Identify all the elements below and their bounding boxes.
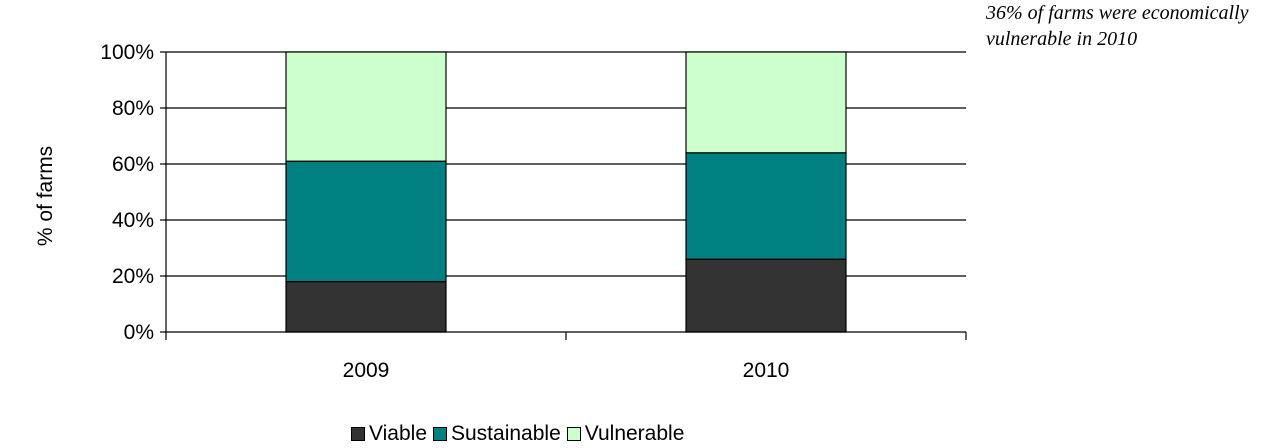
y-axis-label: % of farms [34,146,57,246]
legend-item-vulnerable: Vulnerable [566,422,685,446]
bars [285,51,847,333]
legend: Viable Sustainable Vulnerable [351,420,690,448]
legend-label: Sustainable [451,422,561,445]
legend-item-sustainable: Sustainable [433,422,561,446]
x-tick-label: 2009 [343,359,390,382]
y-tick-label: 100% [100,41,154,64]
legend-label: Vulnerable [584,422,685,445]
legend-item-viable: Viable [351,422,427,446]
bar-segment-vulnerable [685,51,847,154]
legend-swatch [433,427,447,441]
bar-segment-viable [285,281,447,333]
legend-swatch [351,427,365,441]
x-tick-label: 2010 [743,359,790,382]
y-tick-labels: 0% 20% 40% 60% 80% 100% [100,41,154,344]
y-tick-label: 20% [112,265,154,288]
bar-segment-sustainable [285,160,447,283]
y-tick-label: 40% [112,209,154,232]
legend-label: Viable [369,422,427,445]
bar-segment-sustainable [685,152,847,260]
annotation-text: 36% of farms were economically vulnerabl… [986,2,1249,50]
y-tick-label: 60% [112,153,154,176]
y-tick-label: 80% [112,97,154,120]
legend-swatch [566,427,581,441]
x-tick-labels: 2009 2010 [343,359,790,382]
axes [160,51,967,340]
y-tick-label: 0% [124,321,154,344]
bar-segment-viable [685,258,847,333]
bar-segment-vulnerable [285,51,447,162]
